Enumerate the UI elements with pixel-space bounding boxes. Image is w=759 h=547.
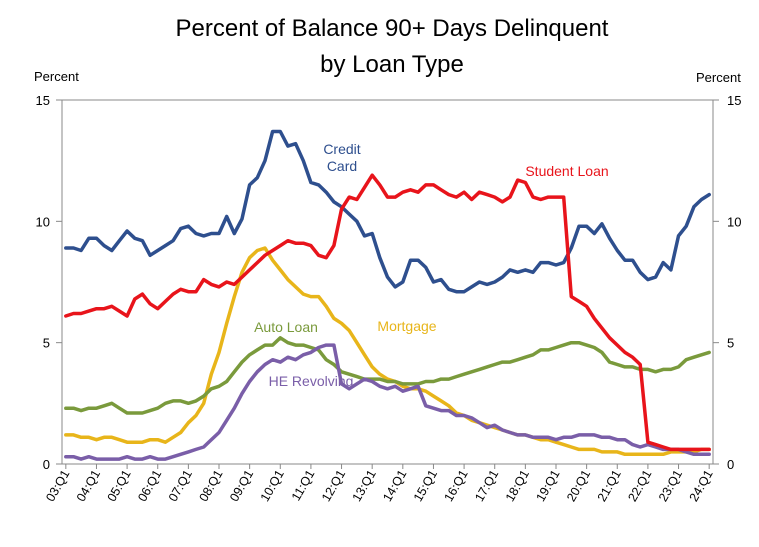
credit-card-label: Credit [323,141,360,157]
x-tick-label: 23:Q1 [656,467,685,504]
series-lines [64,129,711,461]
x-tick-label: 11:Q1 [289,467,318,503]
x-tick-label: 17:Q1 [472,467,501,504]
x-tick-labels: 03:Q1 04:Q1 05:Q1 06:Q1 07:Q1 08:Q1 09:Q1 10:Q1… [43,467,716,504]
mortgage-label: Mortgage [377,318,436,334]
left-y-tick-label: 15 [36,93,50,108]
left-y-tick-labels: 0 5 10 15 [36,93,50,472]
right-axis-label: Percent [696,70,741,85]
x-tick-label: 06:Q1 [135,467,164,504]
tick-marks [56,99,719,469]
plot-area-frame [61,99,714,465]
x-tick-label: 13:Q1 [350,467,379,504]
left-axis-label: Percent [34,69,79,84]
credit-card-label: Card [327,158,357,174]
right-y-tick-label: 15 [727,93,741,108]
he-revolving-line [64,343,711,461]
x-tick-label: 16:Q1 [442,467,471,504]
student-loan-label: Student Loan [525,163,608,179]
credit-card-line [64,129,711,294]
student-loan-line [64,173,711,452]
x-tick-label: 08:Q1 [196,467,225,504]
auto-loan-label: Auto Loan [254,319,318,335]
x-tick-label: 04:Q1 [74,467,103,504]
right-y-tick-label: 10 [727,214,741,229]
x-tick-label: 24:Q1 [687,467,716,504]
x-tick-label: 21:Q1 [595,467,624,504]
mortgage-line [64,246,711,457]
left-y-tick-label: 10 [36,214,50,229]
x-tick-label: 14:Q1 [380,467,409,504]
right-y-tick-label: 0 [727,457,734,472]
he-revolving-label: HE Revolving [269,373,354,389]
x-tick-label: 12:Q1 [319,467,348,504]
x-tick-label: 07:Q1 [166,467,195,504]
x-tick-label: 09:Q1 [227,467,256,504]
x-tick-label: 18:Q1 [503,467,532,504]
x-tick-label: 03:Q1 [43,467,72,504]
x-tick-label: 10:Q1 [258,467,287,504]
auto-loan-line [64,336,711,415]
x-tick-label: 19:Q1 [533,467,562,504]
x-tick-label: 15:Q1 [411,467,440,504]
x-tick-label: 20:Q1 [564,467,593,504]
left-y-tick-label: 0 [43,457,50,472]
right-y-tick-label: 5 [727,336,734,351]
x-tick-label: 05:Q1 [105,467,134,504]
left-y-tick-label: 5 [43,336,50,351]
chart-title-line2: by Loan Type [320,51,464,78]
right-y-tick-labels: 0 5 10 15 [727,93,741,472]
x-tick-label: 22:Q1 [625,467,654,504]
chart-title-line1: Percent of Balance 90+ Days Delinquent [176,15,609,42]
